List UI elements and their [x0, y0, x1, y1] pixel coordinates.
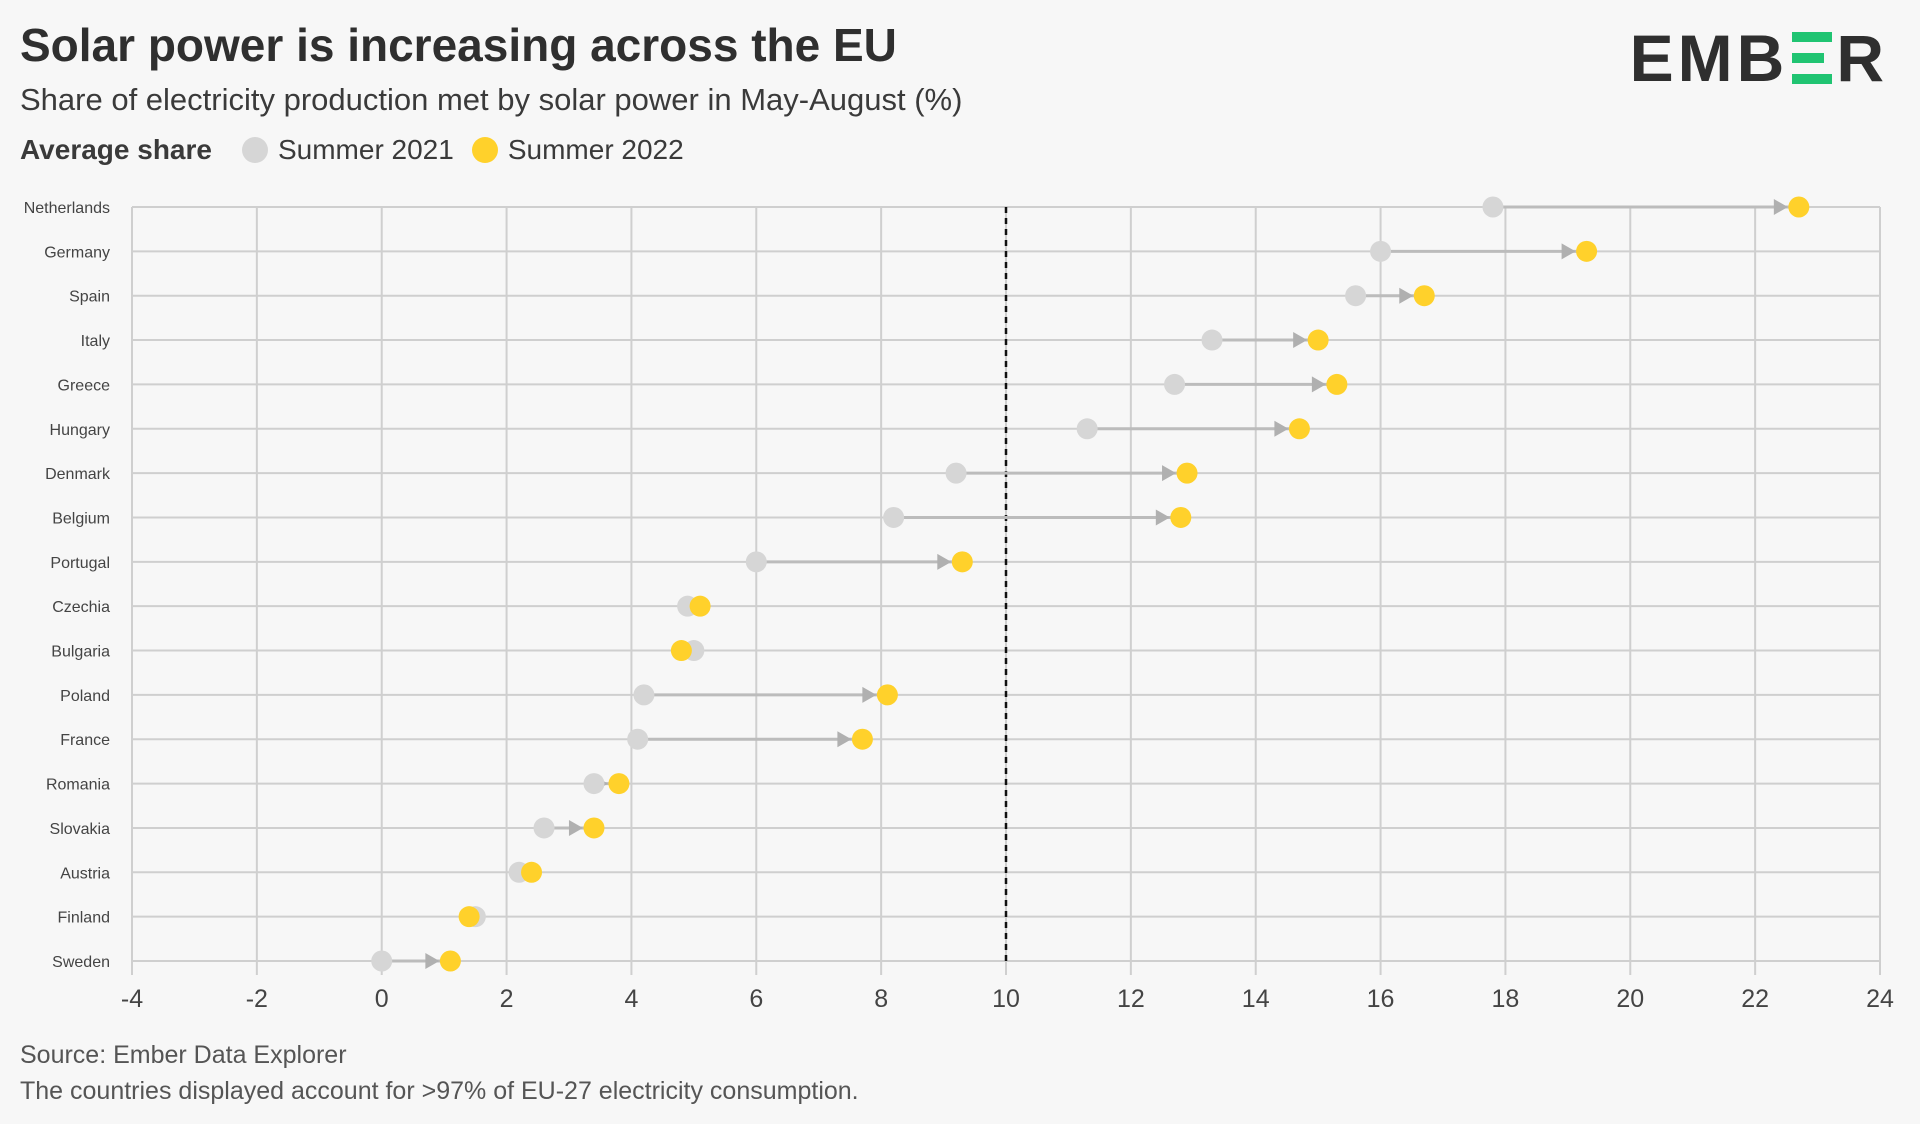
arrow-head: [1561, 243, 1576, 260]
arrow-head: [1155, 509, 1170, 526]
ember-logo: EMB R: [1630, 20, 1888, 96]
point-summer-2021: [1164, 373, 1186, 395]
point-summer-2021: [633, 684, 655, 706]
x-tick-label: 0: [375, 985, 389, 1013]
legend-item-2021: Summer 2021: [241, 134, 454, 166]
country-label: Poland: [60, 688, 110, 705]
country-label: Austria: [60, 865, 110, 882]
country-label: Finland: [58, 910, 110, 927]
point-summer-2022: [1176, 462, 1198, 484]
x-tick-label: -4: [121, 985, 143, 1013]
point-layer: [371, 196, 1810, 972]
point-summer-2022: [876, 684, 898, 706]
arrow-head: [1274, 420, 1289, 437]
point-summer-2022: [1413, 285, 1435, 307]
legend-dot-2022: [471, 137, 498, 163]
arrow-head: [425, 953, 440, 969]
arrow-head: [837, 731, 852, 748]
point-summer-2021: [583, 773, 605, 795]
point-summer-2021: [1201, 329, 1223, 351]
label-layer: -4 -2 0 2 4 6 8 10 12 14 16 18 20 22 24NetherlandsGerm…: [24, 200, 1894, 1013]
arrow-head: [937, 553, 952, 570]
country-label: Bulgaria: [51, 644, 110, 661]
country-label: Hungary: [50, 422, 110, 439]
point-summer-2022: [583, 817, 605, 839]
legend-label-2021: Summer 2021: [277, 134, 454, 165]
footer: Source: Ember Data Explorer The countrie…: [20, 1037, 859, 1109]
point-summer-2021: [533, 817, 555, 839]
source-note: Source: Ember Data Explorer: [20, 1041, 347, 1069]
arrow-head: [1399, 287, 1414, 304]
arrow-head: [1773, 199, 1788, 215]
point-summer-2021: [1370, 240, 1392, 262]
x-tick-label: 20: [1616, 985, 1644, 1013]
arrow-head: [862, 686, 877, 703]
x-tick-label: 22: [1741, 985, 1769, 1013]
legend: Average share Summer 2021 Summer 2022: [20, 134, 702, 166]
x-tick-label: -2: [246, 985, 268, 1013]
point-summer-2022: [521, 861, 543, 883]
arrow-head: [1162, 465, 1177, 482]
country-label: Germany: [44, 244, 110, 261]
x-tick-label: 2: [500, 985, 514, 1013]
point-summer-2021: [1345, 285, 1367, 307]
country-label: France: [60, 732, 110, 749]
arrow-head: [568, 819, 583, 836]
point-summer-2022: [1170, 506, 1192, 528]
point-summer-2022: [951, 551, 973, 573]
x-tick-label: 8: [874, 985, 888, 1013]
point-summer-2021: [745, 551, 767, 573]
legend-label-2022: Summer 2022: [507, 134, 684, 165]
country-label: Slovakia: [50, 821, 111, 838]
chart-title: Solar power is increasing across the EU: [20, 19, 897, 71]
point-summer-2021: [945, 462, 967, 484]
x-tick-label: 24: [1866, 985, 1894, 1013]
dumbbell-chart: -4 -2 0 2 4 6 8 10 12 14 16 18 20 22 24NetherlandsGerm…: [24, 196, 1894, 1013]
point-summer-2021: [883, 506, 905, 528]
point-summer-2021: [627, 728, 649, 750]
point-summer-2022: [458, 906, 480, 928]
country-label: Italy: [81, 333, 110, 350]
x-tick-label: 4: [624, 985, 638, 1013]
point-summer-2021: [1076, 418, 1098, 440]
point-summer-2022: [1307, 329, 1329, 351]
legend-title: Average share: [20, 134, 212, 165]
country-label: Sweden: [52, 954, 110, 971]
point-summer-2021: [371, 950, 393, 972]
x-tick-label: 16: [1367, 985, 1395, 1013]
point-summer-2022: [1326, 373, 1348, 395]
coverage-note: The countries displayed account for >97%…: [20, 1077, 859, 1105]
point-summer-2022: [608, 773, 630, 795]
country-label: Spain: [69, 289, 110, 306]
logo-text-left: EMB: [1629, 21, 1789, 95]
connector-layer: [381, 199, 1799, 969]
country-label: Czechia: [52, 599, 110, 616]
point-summer-2022: [1288, 418, 1310, 440]
logo-green-e-icon: [1792, 32, 1833, 84]
point-summer-2022: [1576, 240, 1598, 262]
country-label: Portugal: [50, 555, 110, 572]
x-tick-label: 14: [1242, 985, 1270, 1013]
legend-item-2022: Summer 2022: [471, 134, 684, 166]
point-summer-2022: [439, 950, 461, 972]
point-summer-2021: [1482, 196, 1504, 218]
point-summer-2022: [670, 640, 692, 662]
country-label: Belgium: [52, 510, 110, 527]
x-tick-label: 10: [992, 985, 1020, 1013]
logo-text-right: R: [1836, 21, 1888, 95]
x-tick-label: 12: [1117, 985, 1145, 1013]
x-tick-label: 6: [749, 985, 763, 1013]
arrow-head: [1311, 376, 1326, 393]
country-label: Denmark: [45, 466, 111, 483]
x-tick-label: 18: [1492, 985, 1520, 1013]
country-label: Romania: [46, 777, 110, 794]
legend-dot-2021: [241, 137, 268, 163]
point-summer-2022: [1788, 196, 1810, 218]
chart-subtitle: Share of electricity production met by s…: [20, 82, 963, 117]
country-label: Netherlands: [24, 200, 110, 217]
point-summer-2022: [689, 595, 711, 617]
point-summer-2022: [851, 728, 873, 750]
arrow-head: [1293, 332, 1308, 349]
country-label: Greece: [58, 377, 111, 394]
